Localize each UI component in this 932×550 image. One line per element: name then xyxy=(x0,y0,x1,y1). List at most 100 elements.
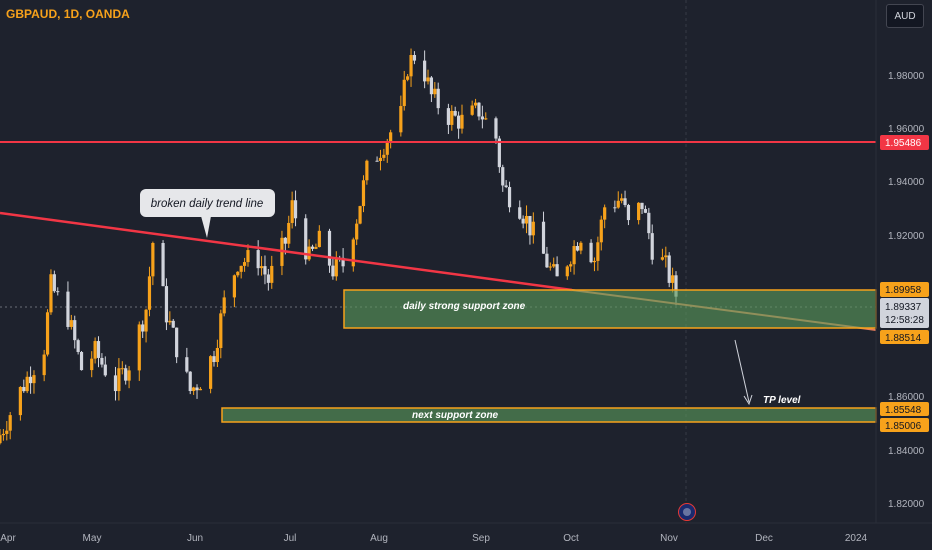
candle-body xyxy=(69,320,73,327)
candle-body xyxy=(310,246,315,249)
candle-body xyxy=(494,118,498,139)
candle-body xyxy=(531,221,535,236)
zone1-top-price-text: 1.89958 xyxy=(885,285,922,296)
candle-body xyxy=(113,375,118,392)
candle-body xyxy=(124,368,128,381)
zone2-top-price-tag xyxy=(880,402,929,416)
candle-body xyxy=(117,368,121,392)
zone2-bottom-price-text: 1.85006 xyxy=(885,421,922,432)
candle-body xyxy=(5,430,9,434)
candle-body xyxy=(18,386,22,416)
candle-body xyxy=(589,242,593,263)
candle-body xyxy=(375,160,379,162)
candle-body xyxy=(548,266,552,268)
candle-body xyxy=(93,341,97,359)
candle-body xyxy=(545,253,549,268)
candle-body xyxy=(524,215,529,224)
candle-body xyxy=(198,388,203,391)
candle-body xyxy=(453,110,457,116)
candle-body xyxy=(643,209,648,213)
y-tick-1-94: 1.94000 xyxy=(888,177,925,188)
candle-body xyxy=(565,266,569,277)
candle-body xyxy=(429,77,434,95)
candle-body xyxy=(175,327,179,358)
economic-event-flag-icon[interactable] xyxy=(678,503,696,521)
candle-body xyxy=(66,291,70,327)
candle-body xyxy=(664,255,668,258)
candle-body xyxy=(470,105,474,115)
candle-body xyxy=(518,207,522,219)
candle-body xyxy=(73,320,77,341)
candle-body xyxy=(456,115,461,129)
candle-body xyxy=(215,347,220,363)
zone1-bottom-price-text: 1.88514 xyxy=(885,333,922,344)
candle-body xyxy=(460,114,464,129)
candle-body xyxy=(293,200,298,219)
candle-body xyxy=(385,141,389,155)
candle-body xyxy=(650,233,654,260)
trend-line-callout[interactable] xyxy=(140,189,275,217)
candle-body xyxy=(620,198,624,201)
candle-body xyxy=(188,371,192,392)
candle-body xyxy=(521,218,525,224)
candle-body xyxy=(406,76,410,80)
countdown-text: 12:58:28 xyxy=(885,315,924,326)
candle-body xyxy=(56,291,60,293)
y-tick-1-98: 1.98000 xyxy=(888,71,925,82)
zone2-bottom-price-tag xyxy=(880,418,929,432)
resistance-price-text: 1.95486 xyxy=(885,138,922,149)
candle-body xyxy=(592,260,597,263)
candle-body xyxy=(0,435,2,444)
candle-body xyxy=(259,266,264,269)
resistance-price-tag xyxy=(880,135,929,150)
candle-body xyxy=(25,376,29,392)
current-price-tag xyxy=(880,298,929,328)
candle-body xyxy=(222,297,226,314)
candle-body xyxy=(103,364,107,376)
candle-body xyxy=(168,320,172,323)
candle-body xyxy=(304,218,308,260)
candle-body xyxy=(647,212,651,234)
candle-body xyxy=(96,341,101,358)
candle-body xyxy=(433,88,437,95)
candle-body xyxy=(246,250,250,263)
callout-text: broken daily trend line xyxy=(151,198,264,210)
candle-body xyxy=(575,246,580,251)
candle-body xyxy=(192,387,196,392)
candle-body xyxy=(402,79,406,107)
candle-body xyxy=(171,320,175,328)
candle-body xyxy=(569,264,573,267)
candle-body xyxy=(341,257,345,267)
candle-body xyxy=(76,340,80,352)
candle-body xyxy=(640,202,644,210)
candle-body xyxy=(127,370,131,381)
currency-button[interactable]: AUD xyxy=(886,4,924,28)
candle-body xyxy=(28,376,33,384)
candle-body xyxy=(504,185,508,188)
candle-body xyxy=(426,77,430,82)
candle-body xyxy=(351,239,355,267)
candle-body xyxy=(473,102,478,106)
x-tick-2024: 2024 xyxy=(845,533,868,544)
candle-body xyxy=(579,242,583,251)
broken-trend-line[interactable] xyxy=(0,211,573,292)
candle-body xyxy=(637,202,641,221)
candle-body xyxy=(137,324,141,371)
candlestick-series xyxy=(0,48,678,445)
x-tick-dec: Dec xyxy=(755,533,773,544)
candle-body xyxy=(623,198,627,206)
y-tick-1-92: 1.92000 xyxy=(888,231,925,242)
x-tick-jul: Jul xyxy=(284,533,297,544)
daily-support-zone[interactable] xyxy=(343,289,877,329)
tp-arrow-head xyxy=(743,394,753,406)
candle-body xyxy=(331,265,335,277)
next-support-zone[interactable] xyxy=(221,407,877,423)
candle-body xyxy=(317,230,321,248)
candle-body xyxy=(541,221,546,254)
y-tick-1-82: 1.82000 xyxy=(888,499,925,510)
candle-body xyxy=(52,274,56,292)
candle-body xyxy=(378,157,383,162)
candle-body xyxy=(232,275,236,298)
current-price-text: 1.89337 xyxy=(885,302,922,313)
